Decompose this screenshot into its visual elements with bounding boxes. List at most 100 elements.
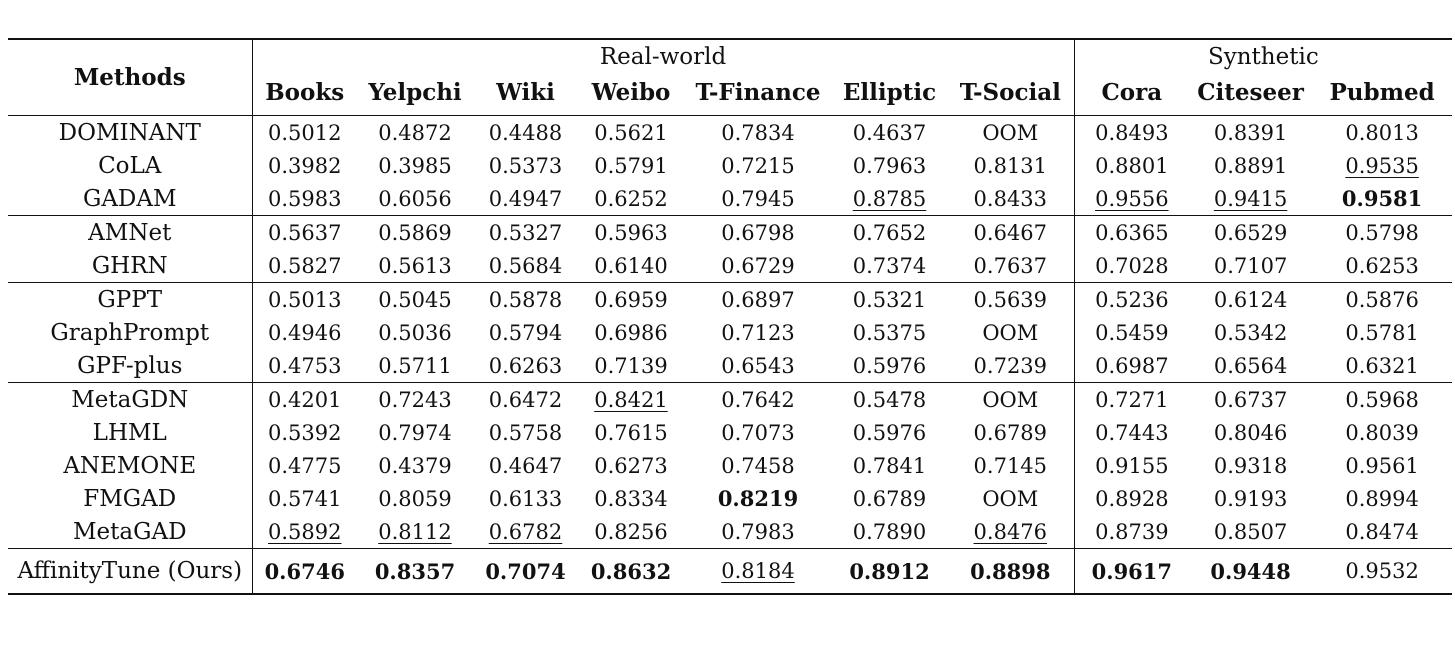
- cell-value: 0.5478: [852, 387, 927, 412]
- table-cell: 0.5791: [578, 149, 684, 182]
- real-world-group-header: Real-world: [251, 38, 1075, 70]
- cell-value: 0.8334: [594, 486, 668, 511]
- table-cell: 0.8785: [832, 182, 947, 216]
- cell-value: 0.7145: [973, 453, 1048, 478]
- cell-value: 0.5741: [268, 486, 342, 511]
- table-row: CoLA 0.3982 0.3985 0.5373 0.5791 0.7215 0.7963…: [8, 149, 1452, 182]
- cell-value: 0.8891: [1213, 153, 1288, 178]
- cell-value: 0.8059: [378, 486, 452, 511]
- cell-value: 0.8433: [973, 186, 1048, 211]
- table-cell: 0.6897: [684, 282, 832, 316]
- table-cell: 0.5342: [1189, 316, 1312, 349]
- table-cell: 0.6737: [1189, 382, 1313, 416]
- cell-value: 0.6529: [1213, 220, 1288, 245]
- cell-value: OOM: [982, 387, 1039, 412]
- cell-value: 0.6253: [1345, 253, 1419, 278]
- table-cell: 0.6529: [1189, 215, 1313, 249]
- results-table: Methods Real-world Synthetic Books Yelpc…: [8, 38, 1453, 595]
- cell-value: 0.5869: [378, 220, 452, 245]
- cell-value: 0.7615: [594, 420, 668, 445]
- column-header-books: Books: [251, 70, 357, 116]
- cell-value: 0.4946: [268, 320, 342, 345]
- table-cell: 0.7073: [684, 416, 832, 449]
- cell-value: 0.5621: [594, 120, 668, 145]
- cell-value: 0.6959: [594, 287, 668, 312]
- cell-value: 0.7841: [852, 453, 927, 478]
- cell-value: 0.5781: [1345, 320, 1419, 345]
- table-cell: 0.4379: [357, 449, 473, 482]
- table-row: MetaGAD 0.5892 0.8112 0.6782 0.8256 0.7983 0.7…: [8, 515, 1452, 549]
- table-cell: 0.5459: [1073, 316, 1190, 349]
- table-cell: 0.8912: [832, 548, 947, 595]
- method-name: ANEMONE: [63, 452, 197, 479]
- cell-value: 0.5045: [378, 287, 452, 312]
- cell-value: 0.5794: [488, 320, 563, 345]
- cell-value: 0.5983: [268, 186, 342, 211]
- cell-value: 0.7945: [721, 186, 795, 211]
- cell-value: 0.8493: [1095, 120, 1169, 145]
- table-cell: 0.7271: [1073, 382, 1190, 416]
- cell-value: 0.5892: [268, 519, 342, 544]
- cell-value: 0.7983: [721, 519, 795, 544]
- table-cell: 0.6253: [1312, 249, 1452, 283]
- cell-value: 0.4201: [268, 387, 342, 412]
- cell-value: 0.8039: [1345, 420, 1419, 445]
- table-cell: 0.8928: [1073, 482, 1190, 515]
- cell-value: 0.5791: [594, 153, 668, 178]
- table-cell: 0.5983: [251, 182, 357, 216]
- column-header-weibo: Weibo: [591, 79, 671, 106]
- cell-value: 0.5639: [973, 287, 1048, 312]
- table-cell: 0.8184: [684, 548, 832, 595]
- method-name: GADAM: [82, 185, 177, 212]
- cell-value: 0.4872: [378, 120, 452, 145]
- table-cell: 0.8433: [947, 182, 1074, 216]
- cell-value: 0.6133: [488, 486, 563, 511]
- column-header-t-finance: T-Finance: [695, 79, 821, 106]
- table-cell: 0.8059: [357, 482, 473, 515]
- table-cell: 0.5976: [832, 416, 947, 449]
- method-name: GPF-plus: [77, 352, 183, 379]
- table-row: LHML 0.5392 0.7974 0.5758 0.7615 0.7073 0.5976…: [8, 416, 1452, 449]
- table-cell: 0.5684: [473, 249, 578, 283]
- cell-value: 0.7074: [485, 558, 566, 584]
- cell-value: 0.9415: [1213, 186, 1288, 211]
- table-row: GPF-plus 0.4753 0.5711 0.6263 0.7139 0.6543 0.…: [8, 349, 1452, 383]
- table-cell: 0.8334: [578, 482, 684, 515]
- cell-value: 0.3985: [378, 153, 452, 178]
- cell-value: 0.8357: [374, 558, 456, 584]
- table-cell: 0.4872: [357, 115, 473, 149]
- cell-value: 0.5976: [852, 420, 927, 445]
- cell-value: 0.7963: [852, 153, 927, 178]
- table-cell: 0.9535: [1312, 149, 1452, 182]
- table-cell: 0.7215: [684, 149, 832, 182]
- method-name: MetaGAD: [72, 518, 187, 545]
- method-name: AffinityTune (Ours): [8, 548, 252, 595]
- table-cell: 0.7123: [684, 316, 832, 349]
- synthetic-group-header: Synthetic: [1073, 38, 1453, 70]
- table-cell: OOM: [947, 115, 1075, 149]
- cell-value: 0.7139: [594, 353, 668, 378]
- column-header-wiki: Wiki: [496, 79, 555, 106]
- table-cell: 0.7028: [1073, 249, 1190, 283]
- table-cell: 0.7139: [578, 349, 684, 383]
- cell-value: 0.7642: [721, 387, 795, 412]
- table-cell: 0.8256: [578, 515, 684, 549]
- cell-value: 0.7443: [1095, 420, 1169, 445]
- table-cell: 0.7945: [684, 182, 832, 216]
- cell-value: 0.7123: [721, 320, 795, 345]
- table-cell: 0.5236: [1073, 282, 1190, 316]
- cell-value: 0.5758: [488, 420, 563, 445]
- cell-value: 0.7974: [378, 420, 452, 445]
- cell-value: 0.8507: [1213, 519, 1288, 544]
- table-cell: 0.6959: [578, 282, 684, 316]
- table-cell: 0.5321: [832, 282, 947, 316]
- table-cell: 0.9617: [1073, 548, 1190, 595]
- cell-value: 0.8928: [1095, 486, 1169, 511]
- cell-value: 0.8421: [594, 387, 668, 412]
- cell-value: 0.7239: [973, 353, 1048, 378]
- table-cell: 0.8039: [1312, 416, 1452, 449]
- cell-value: 0.5373: [488, 153, 563, 178]
- cell-value: 0.8013: [1345, 120, 1419, 145]
- table-cell: 0.5613: [357, 249, 473, 283]
- table-cell: 0.6798: [684, 215, 832, 249]
